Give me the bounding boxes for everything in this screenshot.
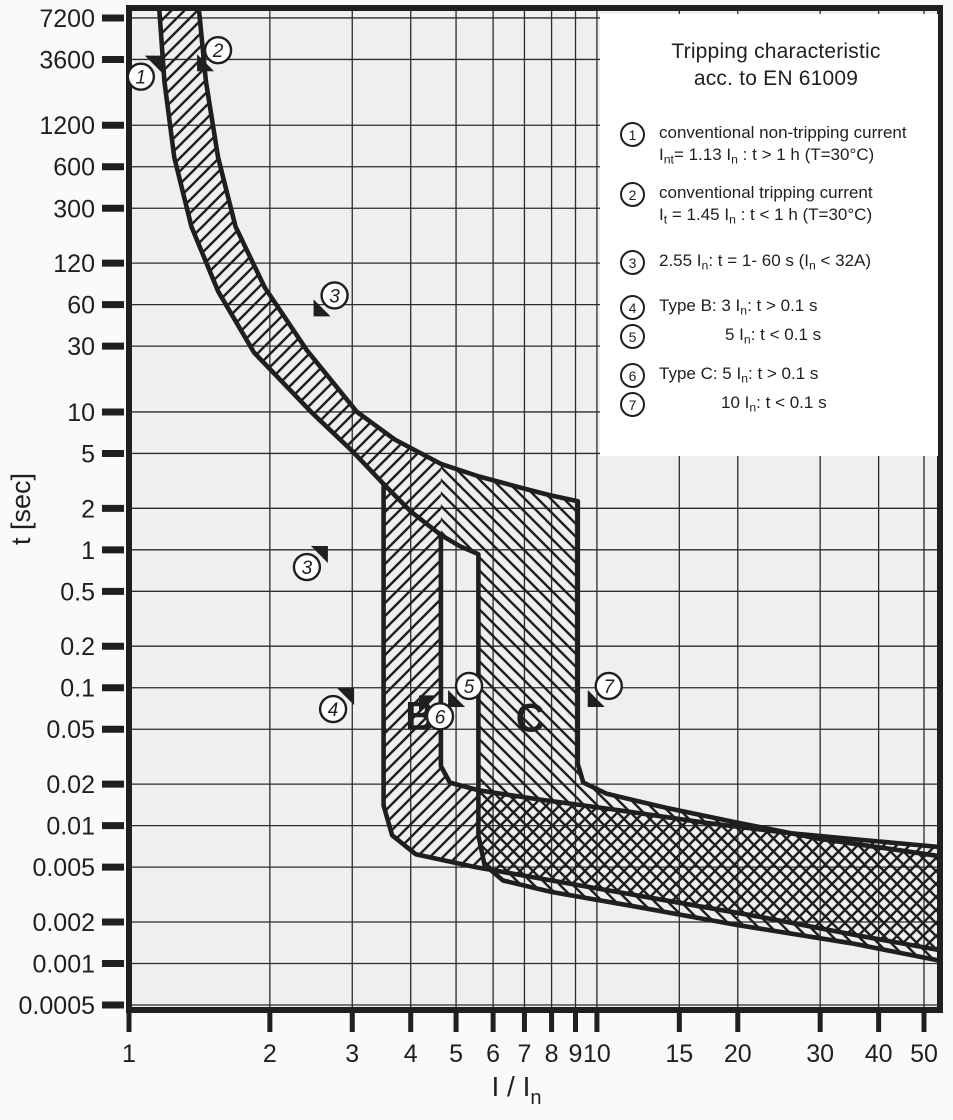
legend-item-2: 2 conventional tripping current It = 1.45 … [620,182,932,226]
legend-title-line1: Tripping characteristic [671,40,881,63]
svg-text:6: 6 [435,707,446,728]
x-tick-label: 9 [569,1040,583,1068]
curve-type-B-lower-3In [381,481,940,953]
legend-box: Tripping characteristic acc. to EN 61009… [600,14,938,456]
svg-text:5: 5 [464,677,475,698]
x-tick-label: 3 [345,1040,359,1068]
x-tick-label: 1 [122,1040,136,1068]
legend-title-line2: acc. to EN 61009 [693,67,859,90]
y-tick-label: 300 [53,195,95,223]
legend-item-number-icon: 1 [620,122,645,147]
svg-text:4: 4 [328,700,339,721]
annotation-marker-1: 1 [126,55,162,91]
legend-item-number-icon: 7 [620,392,645,417]
x-tick-label: 40 [865,1040,893,1068]
y-tick-label: 3600 [39,46,95,74]
annotation-marker-4: 4 [318,688,355,724]
x-tick-label: 15 [665,1040,693,1068]
legend-item-number-icon: 6 [620,363,645,388]
annotation-marker-3: 3 [292,546,328,582]
y-tick-label: 10 [67,399,95,427]
y-tick-label: 1200 [39,112,95,140]
legend-item-6: 6 Type C: 5 In: t > 0.1 s [620,363,932,388]
svg-text:1: 1 [136,68,147,89]
y-tick-label: 7200 [39,5,95,33]
x-tick-label: 20 [724,1040,752,1068]
y-tick-label: 0.01 [46,813,95,841]
y-tick-label: 0.0005 [19,992,95,1020]
y-axis-title: t [sec] [6,473,36,545]
x-axis-title: I / In [491,1071,541,1109]
annotation-marker-5: 5 [448,671,484,707]
legend-item-text: 10 In: t < 0.1 s [721,393,827,415]
y-tick-label: 0.2 [60,633,95,661]
y-tick-label: 2 [81,495,95,523]
y-tick-label: 120 [53,250,95,278]
y-tick-label: 0.1 [60,675,95,703]
legend-item-text: 5 In: t < 0.1 s [725,325,822,347]
legend-item-number-icon: 3 [620,250,645,275]
legend-item-number-icon: 2 [620,182,645,207]
plot-frame [126,5,943,1013]
legend-item-5: 5 5 In: t < 0.1 s [620,324,932,349]
svg-text:7: 7 [603,677,615,698]
x-tick-label: 4 [404,1040,418,1068]
y-tick-label: 600 [53,154,95,182]
zone-label-C: C [516,696,545,740]
svg-text:2: 2 [212,41,224,62]
svg-text:3: 3 [302,558,313,579]
x-tick-label: 30 [806,1040,834,1068]
y-tick-label: 0.02 [46,771,95,799]
legend-item-text: Type C: 5 In: t > 0.1 s [659,364,819,386]
legend-item-1: 1 conventional non-tripping current Int= 1… [620,122,932,166]
hatched-bands [159,8,940,961]
legend-item-number-icon: 5 [620,324,645,349]
y-tick-label: 1 [81,537,95,565]
y-tick-label: 0.002 [32,909,95,937]
curve-type-B-upper-5In [438,532,940,850]
y-tick-label: 0.005 [32,854,95,882]
legend-item-4: 4 Type B: 3 In: t > 0.1 s [620,295,932,320]
band-type-C [440,463,940,961]
annotation-marker-2: 2 [197,36,233,72]
x-tick-label: 50 [910,1040,938,1068]
y-tick-label: 30 [67,333,95,361]
legend-item-text: conventional non-tripping current Int= 1.… [659,123,907,167]
axis-ticks-and-labels: 7200360012006003001206030105210.50.20.10… [19,5,938,1068]
x-tick-label: 5 [449,1040,463,1068]
y-tick-label: 0.05 [46,716,95,744]
annotation-marker-6: 6 [419,695,455,731]
annotation-marker-7: 7 [587,671,623,707]
x-tick-label: 8 [545,1040,559,1068]
legend-items: 1 conventional non-tripping current Int= 1… [620,122,932,417]
x-tick-label: 10 [583,1040,611,1068]
y-tick-label: 60 [67,292,95,320]
x-tick-label: 6 [486,1040,500,1068]
legend-item-text: conventional tripping current It = 1.45 I… [659,183,873,227]
legend-item-7: 7 10 In: t < 0.1 s [620,392,932,417]
legend-item-3: 3 2.55 In: t = 1- 60 s (In < 32A) [620,250,932,275]
boundary-curves [156,8,940,963]
legend-item-number-icon: 4 [620,295,645,320]
y-tick-label: 0.001 [32,950,95,978]
annotation-marker-3: 3 [313,281,349,317]
legend-item-text: Type B: 3 In: t > 0.1 s [659,296,818,318]
curve-upper-thermal-1.45In [196,8,940,859]
legend-item-text: 2.55 In: t = 1- 60 s (In < 32A) [659,251,872,273]
x-tick-label: 7 [517,1040,531,1068]
svg-text:3: 3 [329,286,340,307]
y-tick-label: 5 [81,440,95,468]
x-tick-label: 2 [263,1040,277,1068]
y-tick-label: 0.5 [60,578,95,606]
